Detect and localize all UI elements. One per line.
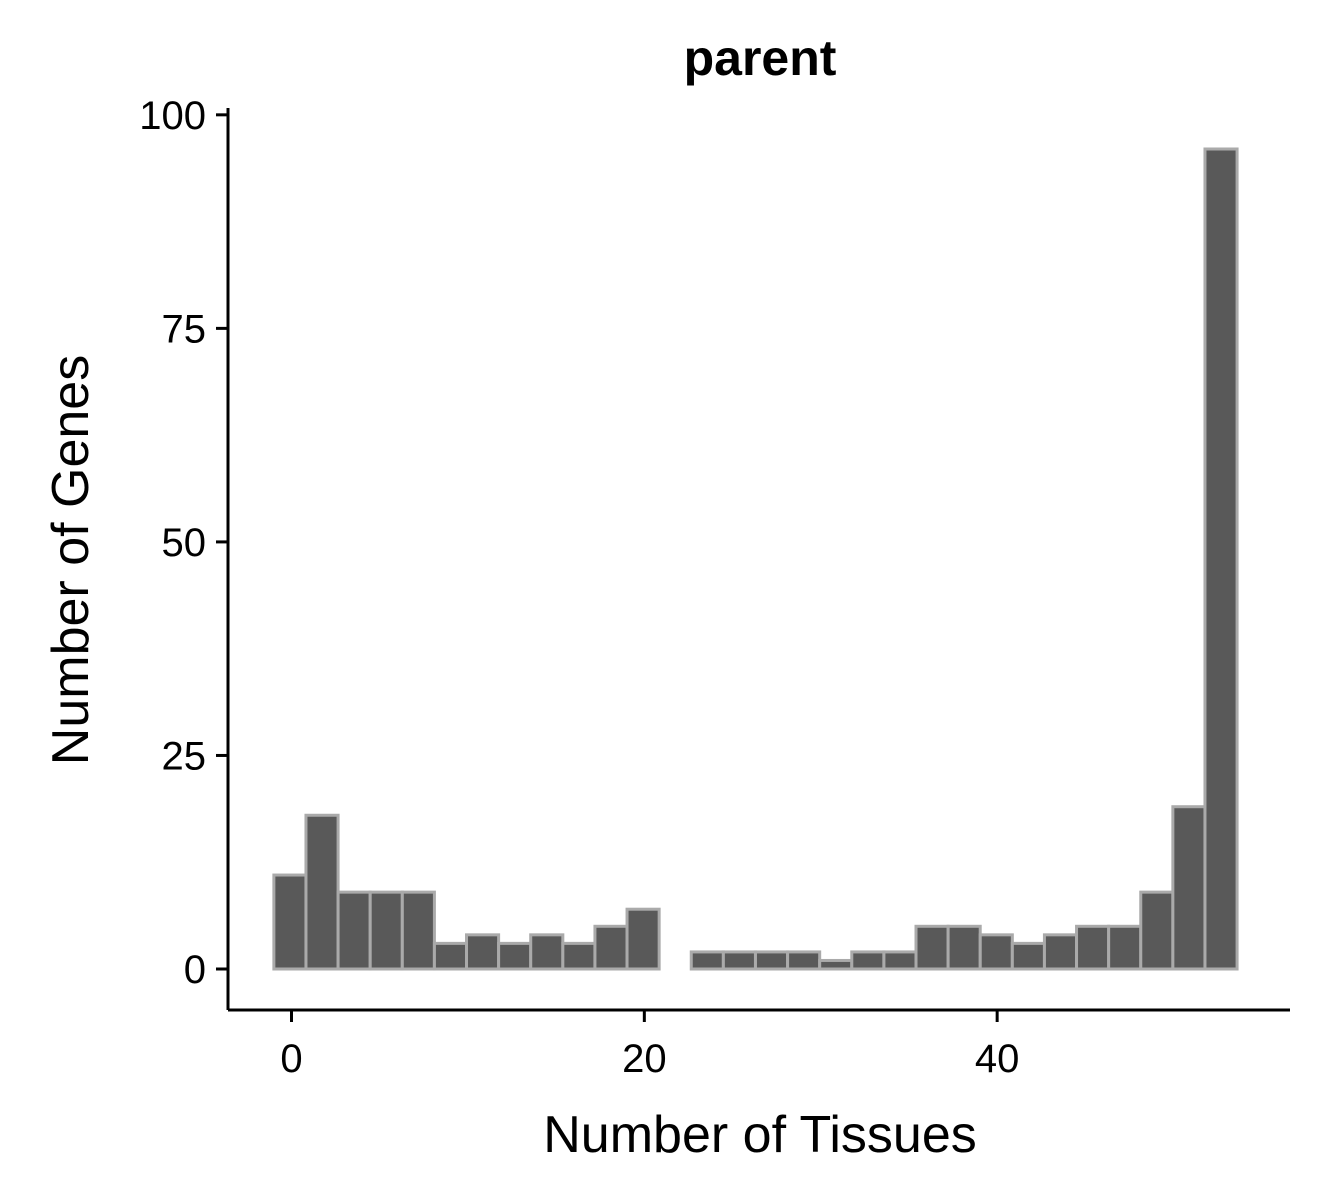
x-tick-label: 20 (622, 1037, 667, 1081)
y-tick-label: 25 (162, 734, 207, 778)
histogram-bar (689, 950, 725, 971)
x-ticks-group: 0 20 40 (280, 1010, 1019, 1081)
histogram-bar (336, 890, 372, 971)
histogram-bar (593, 924, 629, 971)
histogram-bar (529, 933, 565, 971)
histogram-bar (1107, 924, 1143, 971)
histogram-bar (1203, 147, 1239, 971)
histogram-bar (753, 950, 790, 971)
y-tick-label: 50 (162, 521, 207, 565)
histogram-bar (1010, 941, 1046, 971)
x-axis-label: Number of Tissues (543, 1106, 977, 1164)
histogram-bar (497, 941, 533, 971)
histogram-bar (850, 950, 886, 971)
histogram-bar (400, 890, 436, 971)
histogram-bar (786, 950, 822, 971)
histogram-bar (432, 941, 469, 971)
histogram-bar (978, 933, 1014, 971)
y-tick-label: 0 (184, 948, 206, 992)
y-ticks-group: 0 25 50 75 100 (139, 94, 228, 992)
bars-group (272, 147, 1239, 971)
histogram-bar (561, 941, 597, 971)
y-axis-label: Number of Genes (42, 355, 100, 765)
histogram-bar (914, 924, 950, 971)
histogram-bar (272, 873, 308, 971)
chart-title: parent (684, 30, 837, 86)
histogram-bar (1042, 933, 1079, 971)
histogram-bar (882, 950, 918, 971)
histogram-bar (625, 907, 661, 971)
histogram-bar (368, 890, 404, 971)
histogram-bar (465, 933, 501, 971)
x-tick-label: 0 (280, 1037, 302, 1081)
histogram-bar (304, 813, 340, 971)
y-tick-label: 100 (139, 94, 206, 138)
histogram-bar (1171, 805, 1207, 971)
histogram-bar (1075, 924, 1111, 971)
histogram-bar (818, 958, 854, 971)
histogram-bar (721, 950, 757, 971)
y-tick-label: 75 (162, 307, 207, 351)
histogram-bar (1139, 890, 1175, 971)
x-tick-label: 40 (975, 1037, 1020, 1081)
histogram-bar (946, 924, 982, 971)
